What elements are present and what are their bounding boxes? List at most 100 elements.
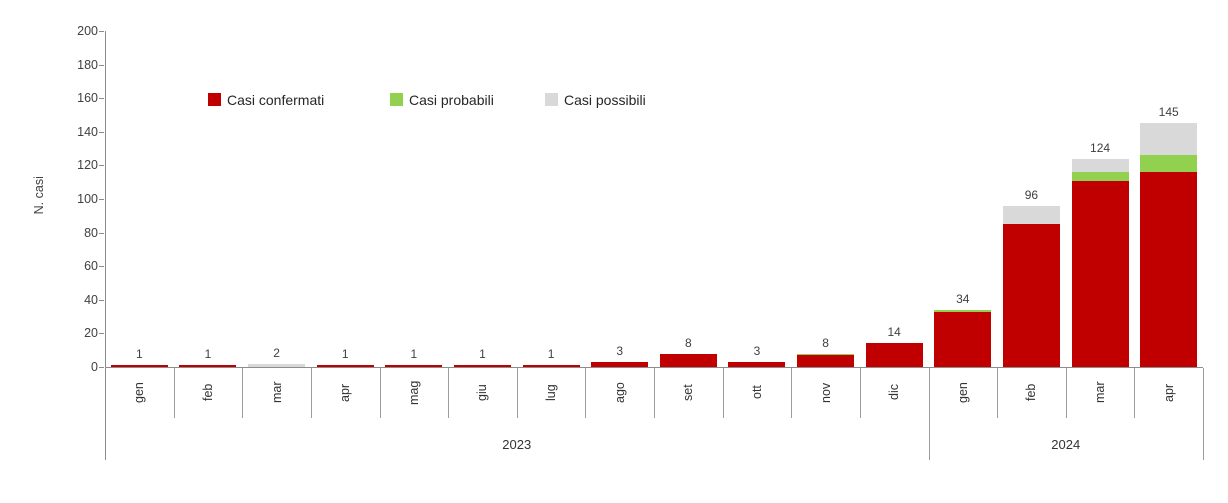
bar-total-label: 8 [822, 335, 829, 350]
bar-segment-casi-confermati [865, 343, 923, 367]
y-tick-mark [99, 31, 104, 32]
month-separator-line [516, 368, 518, 418]
month-separator-line [448, 368, 450, 418]
month-separator-line [1065, 368, 1067, 418]
month-separator-line [654, 368, 655, 418]
bar-total-label: 34 [956, 291, 970, 306]
y-axis-title: N. casi [31, 176, 46, 215]
y-tick-mark [99, 199, 104, 200]
bar-total-label: 8 [684, 335, 692, 350]
y-tick-label: 60 [84, 259, 98, 274]
y-tick-mark [99, 367, 104, 368]
bar-segment-casi-confermati [385, 365, 443, 367]
y-tick-mark [99, 165, 104, 167]
bar-segment-casi-possibili [248, 363, 306, 367]
bar-segment-casi-confermati [110, 365, 168, 367]
bar-total-label: 1 [410, 347, 418, 362]
bar-segment-casi-confermati [934, 311, 992, 367]
legend-item-casi-possibili: Casi possibili [545, 92, 646, 107]
legend-label: Casi confermati [227, 91, 325, 108]
legend-swatch-icon [545, 93, 558, 106]
bar-segment-casi-probabili [934, 309, 992, 312]
month-separator-line [791, 368, 793, 418]
x-axis-month-label: mar [1092, 381, 1107, 404]
x-axis-line [105, 367, 1203, 368]
bar-total-label: 1 [479, 347, 486, 362]
x-axis-year-label: 2023 [502, 437, 532, 452]
bar-segment-casi-possibili [1140, 123, 1198, 156]
x-axis-month-label: nov [818, 382, 833, 403]
month-separator-line [585, 368, 587, 418]
year-separator-line [928, 368, 930, 460]
bar-segment-casi-confermati [1140, 172, 1198, 367]
bar-segment-casi-confermati [179, 365, 237, 367]
bar-total-label: 1 [204, 347, 212, 362]
bar-total-label: 3 [616, 343, 624, 358]
y-axis-line [105, 31, 106, 460]
bar-total-label: 96 [1024, 187, 1039, 202]
x-axis-month-label: feb [200, 383, 215, 402]
x-axis-month-label: gen [132, 382, 147, 403]
y-tick-label: 0 [91, 360, 98, 374]
month-separator-line [242, 368, 244, 418]
month-separator-line [173, 368, 175, 418]
x-axis-month-label: apr [337, 383, 352, 402]
y-tick-mark [99, 266, 104, 268]
month-separator-line [859, 368, 861, 418]
bar-segment-casi-confermati [453, 365, 511, 367]
y-tick-mark [99, 98, 104, 100]
month-separator-line [722, 368, 724, 418]
y-tick-mark [99, 64, 104, 66]
x-axis-month-label: mar [269, 381, 284, 404]
x-axis-month-label: feb [1024, 383, 1039, 402]
x-axis-year-label: 2024 [1051, 437, 1081, 452]
y-tick-mark [99, 232, 104, 234]
month-separator-line [1134, 368, 1136, 418]
y-tick-label: 100 [77, 192, 98, 206]
x-axis-month-label: set [681, 384, 696, 401]
bar-segment-casi-confermati [591, 361, 649, 367]
y-tick-label: 120 [77, 158, 98, 173]
x-axis-month-label: giu [475, 384, 490, 401]
y-tick-mark [99, 299, 104, 301]
bar-segment-casi-confermati [1071, 180, 1129, 367]
x-axis-month-label: ott [749, 385, 764, 400]
bar-total-label: 1 [341, 347, 349, 362]
y-tick-label: 160 [77, 91, 98, 106]
month-separator-line [310, 368, 312, 418]
legend-label: Casi possibili [564, 91, 646, 108]
x-axis-month-label: dic [886, 384, 901, 401]
bar-segment-casi-confermati [797, 355, 855, 367]
x-axis-month-label: lug [543, 384, 558, 401]
y-tick-label: 180 [77, 57, 98, 72]
bar-total-label: 145 [1158, 105, 1179, 120]
month-separator-line [997, 368, 999, 418]
bar-segment-casi-probabili [1071, 172, 1129, 181]
legend-item-casi-probabili: Casi probabili [390, 92, 494, 107]
bar-segment-casi-possibili [1002, 205, 1060, 225]
x-axis-month-label: ago [612, 382, 627, 403]
bar-segment-casi-possibili [1071, 158, 1129, 173]
y-tick-label: 80 [84, 225, 98, 240]
bar-segment-casi-probabili [797, 353, 855, 356]
bar-total-label: 14 [887, 325, 901, 340]
y-tick-label: 40 [84, 292, 98, 307]
bar-total-label: 1 [135, 347, 143, 362]
year-separator-line [1203, 368, 1204, 460]
bar-total-label: 2 [273, 345, 280, 360]
y-tick-label: 140 [77, 124, 98, 139]
y-tick-mark [99, 131, 104, 133]
bar-segment-casi-confermati [522, 365, 580, 367]
y-tick-label: 200 [77, 24, 98, 38]
x-axis-month-label: gen [955, 382, 970, 403]
bar-total-label: 3 [753, 343, 761, 358]
legend-swatch-icon [390, 93, 403, 106]
legend-item-casi-confermati: Casi confermati [208, 92, 324, 107]
month-separator-line [379, 368, 381, 418]
x-axis-month-label: apr [1161, 383, 1176, 402]
bar-segment-casi-confermati [728, 361, 786, 367]
x-axis-month-label: mag [406, 380, 421, 405]
bar-total-label: 124 [1090, 140, 1111, 155]
bar-segment-casi-confermati [659, 353, 717, 367]
